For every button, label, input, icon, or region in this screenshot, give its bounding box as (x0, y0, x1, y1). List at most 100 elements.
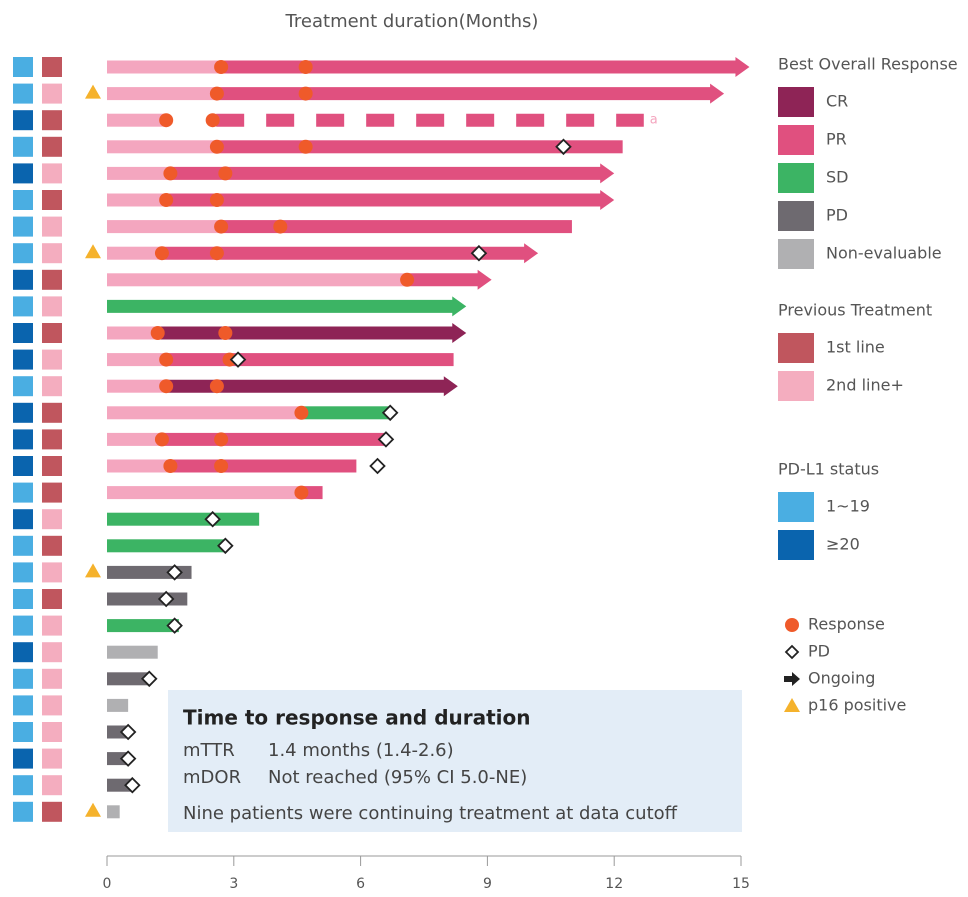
pre-response-bar (107, 60, 222, 74)
response-bar (161, 432, 386, 446)
previous-cell (42, 722, 62, 742)
previous-cell (42, 509, 62, 530)
response-marker (209, 139, 224, 154)
legend-label: Non-evaluable (826, 244, 942, 263)
previous-cell (42, 535, 62, 556)
previous-cell (42, 57, 62, 77)
legend-swatch (778, 201, 814, 231)
response-bar-arrow (166, 376, 458, 397)
previous-cell (42, 83, 62, 104)
legend-label: Response (808, 615, 885, 634)
pre-response-bar (107, 459, 171, 473)
pd-marker (381, 404, 399, 422)
response-bar (107, 698, 129, 712)
pdl1-cell (13, 349, 33, 370)
pdl1-cell (13, 535, 33, 556)
summary-value: 1.4 months (1.4-2.6) (268, 740, 454, 761)
x-tick-label: 15 (732, 876, 750, 892)
previous-cell (42, 456, 62, 476)
response-bar (107, 778, 133, 792)
response-marker (218, 326, 233, 340)
previous-cell (42, 482, 62, 503)
response-marker (400, 272, 415, 287)
pdl1-cell (13, 801, 33, 822)
response-marker (298, 139, 313, 154)
response-marker (214, 432, 229, 447)
legend-title: Best Overall Response (778, 55, 958, 74)
summary-note: Nine patients were continuing treatment … (183, 803, 678, 824)
previous-cell (42, 642, 62, 663)
response-bar (216, 140, 623, 154)
pd-marker (204, 510, 221, 528)
response-marker (214, 60, 229, 74)
response-marker (209, 379, 224, 394)
pre-response-bar (107, 193, 167, 207)
legend-swatch (778, 371, 814, 401)
response-marker (214, 459, 229, 473)
previous-cell (42, 668, 62, 689)
response-bar (301, 406, 391, 420)
response-marker (273, 219, 288, 234)
response-bar (107, 725, 129, 739)
pre-response-bar (107, 273, 408, 287)
response-bar (107, 645, 158, 659)
pd-marker (119, 750, 137, 767)
legend-title: Previous Treatment (778, 301, 932, 320)
response-bar-arrow (170, 163, 615, 184)
legend-swatch (778, 239, 814, 269)
response-marker (154, 432, 169, 447)
legend-label: SD (826, 168, 848, 187)
response-bar (107, 672, 150, 686)
pre-response-bar (107, 87, 217, 101)
response-bar-arrow (221, 57, 750, 77)
previous-cell (42, 801, 62, 822)
pdl1-cell (13, 562, 33, 583)
legend-pd (784, 644, 800, 660)
response-bar (107, 619, 179, 633)
pdl1-cell (13, 163, 33, 184)
pdl1-cell (13, 216, 33, 237)
pdl1-cell (13, 136, 33, 157)
legend-swatch (778, 333, 814, 363)
p16-marker (85, 84, 101, 99)
response-bar-arrow (216, 83, 725, 104)
summary-value: Not reached (95% CI 5.0-NE) (268, 767, 527, 788)
legend-label: PD (826, 206, 848, 225)
legend-title: PD-L1 status (778, 460, 879, 479)
legend-swatch (778, 163, 814, 193)
legend-swatch (778, 492, 814, 522)
response-marker (163, 166, 178, 181)
pre-response-bar (107, 353, 167, 367)
pdl1-cell (13, 748, 33, 769)
response-bar (221, 220, 572, 234)
legend-ongoing (784, 672, 800, 686)
response-bar (107, 592, 188, 606)
legend-label: PR (826, 130, 847, 149)
row-note: a (650, 113, 658, 128)
response-bar (107, 539, 226, 553)
pre-response-bar (107, 140, 217, 154)
response-marker (205, 113, 220, 128)
previous-cell (42, 163, 62, 184)
pdl1-cell (13, 376, 33, 397)
previous-cell (42, 296, 62, 317)
previous-cell (42, 589, 62, 609)
legend-swatch (778, 125, 814, 155)
response-bar-arrow (157, 323, 467, 343)
response-marker (209, 246, 224, 261)
response-bar (107, 512, 260, 526)
pd-marker (369, 457, 386, 475)
pd-marker (157, 590, 175, 608)
previous-cell (42, 110, 62, 131)
pdl1-cell (13, 296, 33, 317)
response-marker (214, 219, 229, 234)
previous-cell (42, 190, 62, 210)
pd-marker (555, 138, 572, 156)
response-bar-arrow (107, 296, 467, 317)
response-marker (294, 405, 309, 420)
pre-response-bar (107, 326, 158, 340)
previous-cell (42, 615, 62, 636)
pd-marker (119, 723, 137, 741)
pre-response-bar (107, 246, 162, 260)
